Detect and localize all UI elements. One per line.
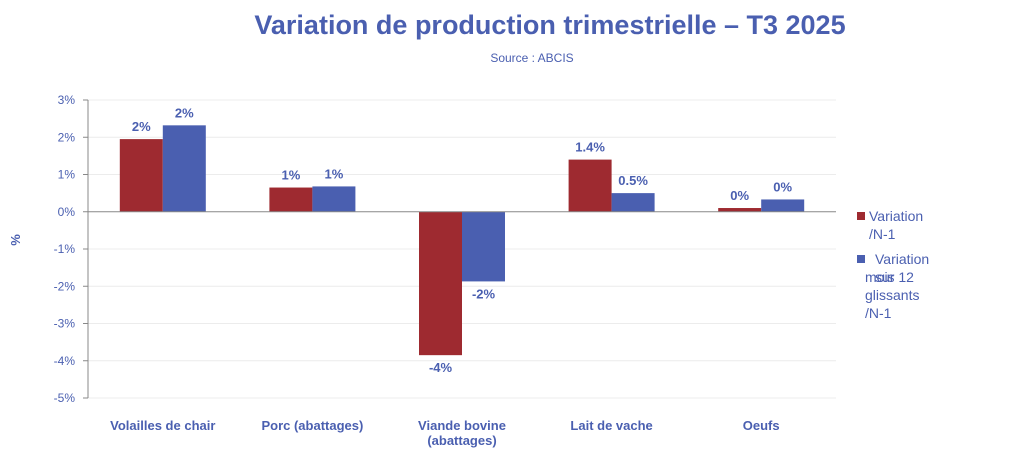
legend-label-variation-12-mois-line2: mois glissants /N-1 (865, 269, 920, 321)
bar-variation-n1 (419, 211, 462, 356)
chart-source: Source : ABCIS (490, 51, 574, 65)
data-label: -2% (472, 286, 496, 301)
legend-item-variation-n1: Variation /N-1 (857, 207, 923, 243)
data-label: 2% (175, 105, 194, 120)
y-tick-label: -4% (54, 354, 76, 368)
data-label: 1% (282, 168, 301, 183)
bar-variation-12-mois (312, 186, 356, 212)
data-label: 1% (325, 166, 344, 181)
data-label: 0% (773, 179, 792, 194)
y-tick-label: -2% (54, 279, 76, 293)
y-tick-label: 2% (58, 130, 76, 144)
y-axis-label: % (8, 234, 23, 246)
y-tick-label: -5% (54, 391, 76, 405)
x-tick-label: Porc (abattages) (261, 418, 363, 433)
x-tick-label: (abattages) (427, 433, 496, 448)
bar-variation-12-mois (462, 211, 505, 282)
bar-variation-n1 (718, 208, 762, 212)
bar-variation-12-mois (761, 199, 805, 212)
chart-subtitle: Source : ABCIS (0, 51, 1024, 65)
data-label: 2% (132, 119, 151, 134)
legend-label-variation-n1: Variation /N-1 (869, 208, 924, 242)
data-label: 0.5% (618, 173, 648, 188)
legend-item-variation-12-mois: Variation sur 12 (857, 250, 929, 286)
x-tick-label: Viande bovine (418, 418, 506, 433)
y-tick-label: 3% (58, 93, 76, 107)
x-tick-label: Volailles de chair (110, 418, 215, 433)
y-tick-label: -1% (54, 242, 76, 256)
x-tick-label: Oeufs (743, 418, 780, 433)
legend-swatch-variation-12-mois (857, 255, 865, 263)
bar-variation-n1 (119, 139, 163, 212)
data-label: 1.4% (575, 140, 605, 155)
chart-title: Variation de production trimestrielle – … (254, 10, 846, 40)
legend-swatch-variation-n1 (857, 212, 865, 220)
y-tick-label: -3% (54, 317, 76, 331)
bar-variation-n1 (269, 187, 313, 212)
data-label: -4% (429, 360, 453, 375)
legend-item-variation-12-mois-line2: mois glissants /N-1 (865, 268, 919, 322)
bar-variation-12-mois (162, 125, 206, 212)
legend-label-variation-12-mois: Variation sur 12 (875, 251, 930, 285)
y-tick-label: 1% (58, 168, 76, 182)
x-tick-label: Lait de vache (570, 418, 652, 433)
bar-variation-n1 (568, 159, 612, 212)
y-tick-label: 0% (58, 205, 76, 219)
bar-variation-12-mois (611, 193, 655, 212)
data-label: 0% (730, 188, 749, 203)
